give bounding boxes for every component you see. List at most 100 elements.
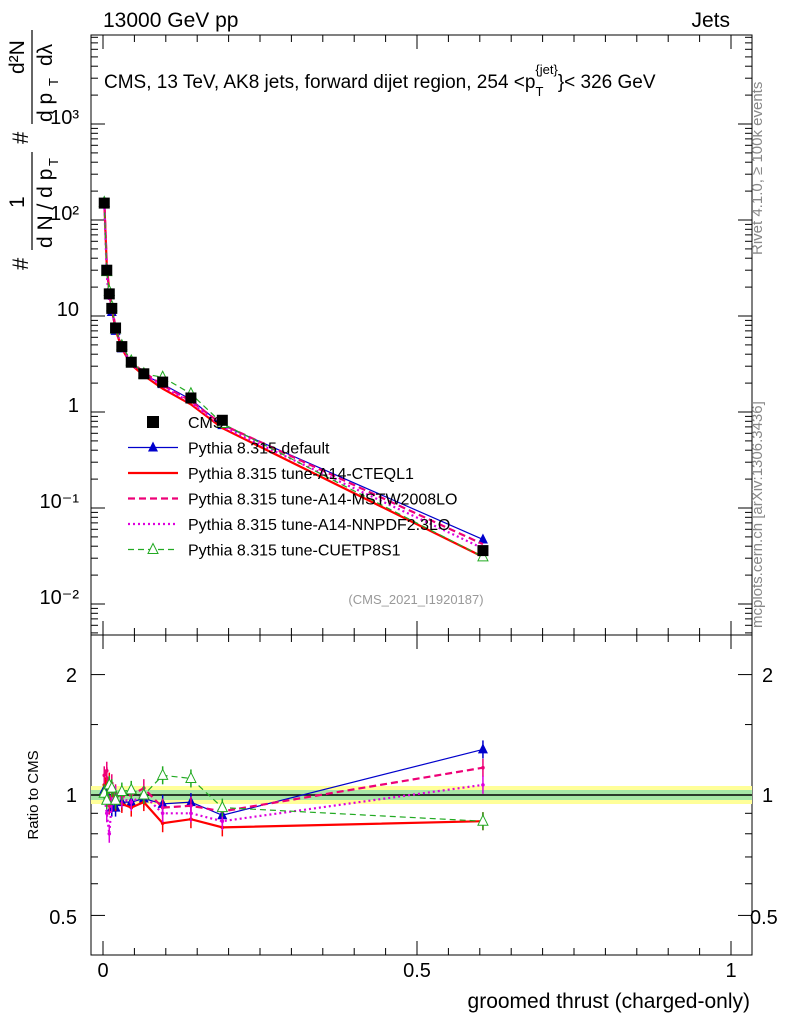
- legend-label: Pythia 8.315 tune-CUETP8S1: [188, 543, 401, 560]
- x-tick-labels: 0 0.5 1: [97, 960, 736, 982]
- cms-data-point: [125, 356, 137, 368]
- main-y-tick-label: 10²: [50, 203, 79, 225]
- ratio-marker: [109, 793, 122, 805]
- x-tick-label: 0: [97, 960, 108, 982]
- ratio-y-tick-labels: 2 1 0.5 2 1 0.5: [49, 665, 778, 929]
- ratio-marker: [481, 783, 485, 787]
- main-y-tick-label: 10⁻¹: [40, 491, 80, 513]
- ratio-y-tick-label-right: 1: [762, 785, 773, 807]
- ratio-marker: [189, 811, 193, 816]
- ratio-marker: [107, 831, 112, 836]
- plot-title-sup: {jet}: [535, 62, 558, 77]
- cms-data-point: [110, 322, 122, 334]
- main-y-tick-label: 1: [68, 395, 79, 417]
- ratio-marker: [116, 784, 128, 797]
- ratio-marker: [216, 800, 229, 813]
- cms-data-point: [101, 264, 113, 276]
- category-label: Jets: [691, 9, 730, 32]
- main-y-t1: T: [46, 158, 61, 166]
- series-line-main: [103, 201, 484, 541]
- analysis-id: (CMS_2021_I1920187): [348, 592, 483, 607]
- ratio-y-axis-label: Ratio to CMS: [25, 750, 42, 839]
- ratio-marker: [125, 782, 138, 795]
- ratio-marker: [477, 743, 488, 754]
- x-tick-label: 1: [725, 960, 736, 982]
- series-group: [99, 195, 488, 825]
- cms-data-point: [116, 341, 128, 353]
- ratio-y-tick-label: 2: [66, 665, 77, 687]
- ratio-marker: [185, 771, 197, 783]
- plot-title-prefix: CMS, 13 TeV, AK8 jets, forward dijet reg…: [104, 72, 535, 93]
- plot-title-suffix: }< 326 GeV: [558, 72, 656, 93]
- cms-data-point: [157, 376, 169, 388]
- data-marker: [477, 533, 488, 544]
- ratio-y-tick-label-right: 2: [762, 665, 773, 687]
- cms-data-point: [138, 368, 150, 380]
- plot-title-sub: T: [535, 84, 543, 99]
- series-layer: [98, 195, 489, 843]
- ratio-y-tick-label: 0.5: [49, 907, 77, 929]
- legend-label: Pythia 8.315 tune-A14-CTEQL1: [188, 466, 414, 483]
- legend: CMS Pythia 8.315 default Pythia 8.315 tune…: [128, 415, 457, 560]
- legend-entry: Pythia 8.315 tune-A14-MSTW2008LO: [128, 492, 457, 509]
- legend-label: CMS: [188, 415, 224, 432]
- cms-data-point: [106, 302, 118, 314]
- legend-label: Pythia 8.315 default: [188, 441, 330, 458]
- legend-entry: Pythia 8.315 tune-A14-NNPDF2.3LO: [128, 517, 450, 534]
- ratio-marker: [138, 787, 150, 800]
- ratio-marker: [477, 814, 489, 826]
- main-y-axis-label: # 1 d N / d p T # d²N d p T dλ: [6, 30, 61, 270]
- plot-title: CMS, 13 TeV, AK8 jets, forward dijet reg…: [104, 62, 656, 99]
- main-y-one: 1: [6, 196, 29, 208]
- ratio-marker: [129, 800, 134, 804]
- ratio-marker: [220, 819, 225, 824]
- legend-entry: CMS: [147, 415, 224, 432]
- main-y-tick-labels: 10³ 10² 10 1 10⁻¹ 10⁻²: [40, 107, 80, 609]
- main-y-lambda: dλ: [34, 43, 57, 66]
- ratio-marker: [100, 793, 113, 805]
- main-y-t2: T: [46, 78, 61, 86]
- ratio-marker: [107, 803, 112, 808]
- series-group: [98, 195, 489, 831]
- ratio-marker: [160, 811, 165, 816]
- legend-label: Pythia 8.315 tune-A14-MSTW2008LO: [188, 492, 457, 509]
- rivet-label: Rivet 4.1.0, ≥ 100k events: [749, 82, 766, 255]
- ratio-marker: [105, 781, 118, 793]
- legend-label: Pythia 8.315 tune-A14-NNPDF2.3LO: [188, 517, 450, 534]
- ratio-marker: [104, 768, 109, 773]
- cms-data-point: [98, 197, 110, 209]
- mcplots-label: mcplots.cern.ch [arXiv:1306.3436]: [749, 401, 766, 628]
- main-y-tick-label: 10³: [50, 107, 79, 129]
- cms-data: [98, 197, 489, 557]
- main-y-dp: d p: [34, 93, 57, 122]
- main-y-tick-label: 10⁻²: [40, 587, 80, 609]
- x-axis-label: groomed thrust (charged-only): [468, 990, 750, 1013]
- x-tick-label: 0.5: [403, 960, 431, 982]
- legend-marker: [147, 542, 159, 554]
- main-y-hash: #: [8, 257, 33, 270]
- legend-marker: [148, 441, 158, 452]
- main-y-hash2: #: [8, 131, 33, 144]
- series-group: [102, 198, 485, 821]
- legend-entry: Pythia 8.315 tune-CUETP8S1: [128, 542, 401, 560]
- main-y-dndpt: d N / d p: [34, 169, 57, 248]
- energy-label: 13000 GeV pp: [103, 9, 238, 32]
- ratio-y-tick-label-right: 0.5: [750, 907, 778, 929]
- ratio-marker: [104, 811, 109, 816]
- axis-ticks: [91, 35, 752, 955]
- legend-marker: [147, 416, 159, 428]
- main-y-tick-label: 10: [57, 299, 79, 321]
- cms-data-point: [477, 545, 489, 557]
- ratio-marker: [156, 768, 169, 780]
- cms-data-point: [185, 392, 197, 404]
- main-y-top: d²N: [6, 40, 29, 74]
- cms-data-point: [216, 414, 228, 426]
- ratio-marker: [102, 773, 107, 778]
- cms-data-point: [103, 288, 115, 300]
- legend-entry: Pythia 8.315 default: [128, 441, 330, 458]
- legend-entry: Pythia 8.315 tune-A14-CTEQL1: [128, 466, 414, 483]
- ratio-marker: [481, 765, 485, 770]
- ratio-y-tick-label: 1: [66, 785, 77, 807]
- ratio-marker: [160, 821, 165, 826]
